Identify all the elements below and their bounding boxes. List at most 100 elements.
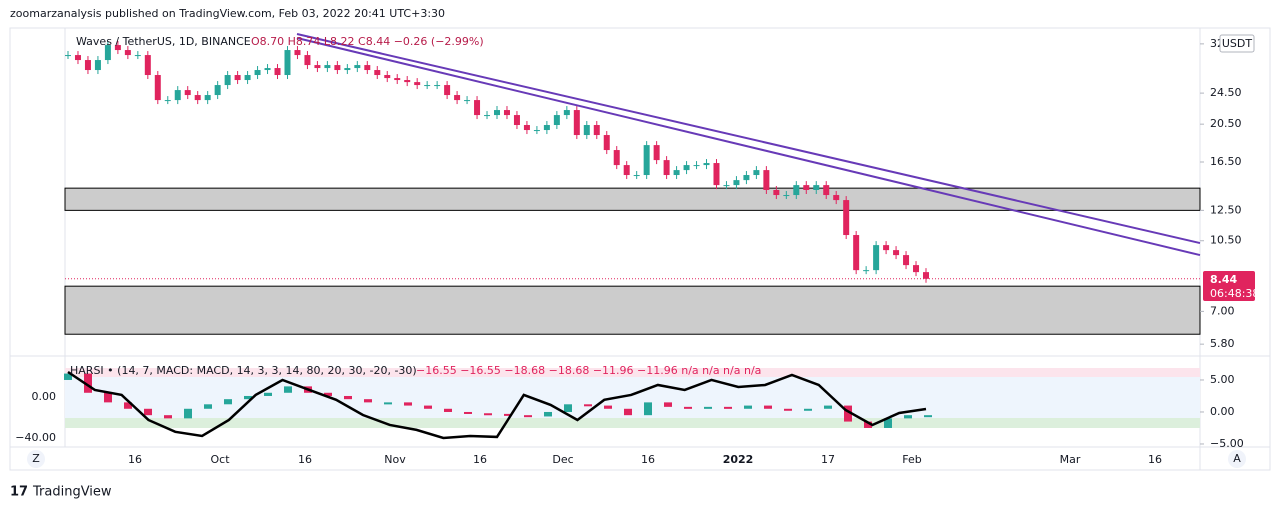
ha-bar [324, 392, 332, 396]
ha-bar [384, 402, 392, 405]
price-box [1203, 271, 1255, 301]
candle [474, 100, 481, 116]
ha-bar [264, 392, 272, 396]
candle [843, 200, 850, 236]
ha-bar [424, 405, 432, 409]
countdown: 06:48:38 [1210, 287, 1259, 300]
candle [773, 189, 780, 196]
ha-bar [244, 395, 252, 400]
ha-bar [524, 415, 532, 418]
candle [384, 75, 391, 79]
candle [354, 65, 361, 69]
candle [124, 50, 131, 56]
candle [134, 55, 141, 57]
ha-bar [184, 408, 192, 419]
ha-bar [804, 408, 812, 411]
candle [324, 65, 331, 69]
candle [304, 55, 311, 66]
ha-bar [784, 408, 792, 411]
ha-bar [584, 404, 592, 407]
candle [643, 145, 650, 176]
y-tick-label: 5.80 [1210, 337, 1235, 350]
zoom-button[interactable] [27, 450, 45, 468]
auto-icon[interactable]: A [1233, 452, 1241, 465]
candle [114, 45, 121, 51]
candle [364, 65, 371, 71]
ha-bar [644, 402, 652, 416]
candle [613, 150, 620, 166]
candle [434, 85, 441, 87]
y-tick-label: 24.50 [1210, 86, 1242, 99]
candle [494, 110, 500, 116]
trendline [296, 33, 1201, 245]
candle [693, 165, 700, 167]
ha-bar [544, 411, 552, 417]
candle [603, 135, 610, 151]
candle [224, 75, 231, 86]
ha-bar [724, 406, 732, 409]
candle [513, 115, 520, 126]
candle [543, 125, 550, 131]
candle [424, 85, 431, 87]
zoom-icon[interactable]: Z [32, 452, 40, 465]
x-tick-label: Nov [384, 453, 406, 466]
ha-bar [844, 405, 852, 422]
candle [863, 270, 870, 272]
x-tick-label: 16 [473, 453, 487, 466]
ha-bar [84, 373, 92, 393]
candle [65, 55, 71, 57]
candle [653, 145, 660, 161]
header: zoomarzanalysis published on TradingView… [10, 7, 445, 20]
candle [154, 75, 161, 101]
candle [793, 185, 800, 196]
ha-bar [224, 399, 232, 405]
ha-bar [124, 402, 132, 409]
candle [214, 85, 221, 96]
frame [9, 27, 1271, 471]
x-tick-label: 16 [641, 453, 655, 466]
candle [593, 125, 600, 136]
auto-button[interactable] [1228, 450, 1246, 468]
zone [64, 285, 1201, 335]
ha-bar [824, 405, 832, 409]
candle [733, 180, 740, 186]
ha-bar [164, 415, 172, 419]
ha-bar [604, 405, 612, 409]
y-tick-label: 7.00 [1210, 304, 1235, 317]
candle [264, 68, 271, 71]
candle [374, 70, 381, 76]
candle [104, 45, 111, 61]
candle [444, 85, 451, 96]
candle [633, 175, 640, 177]
candle [883, 245, 890, 251]
ha-bar [904, 415, 912, 419]
ha-bar [924, 415, 932, 418]
ha-bar [284, 386, 292, 393]
ha-bar [684, 406, 692, 409]
y-tick-label: 12.50 [1210, 203, 1242, 216]
candle [823, 185, 830, 196]
ha-bar [884, 418, 892, 428]
candle [454, 95, 461, 101]
x-tick-label: Mar [1060, 453, 1081, 466]
candle [84, 60, 91, 71]
candle [523, 125, 530, 131]
candle [174, 90, 181, 101]
candle [673, 170, 680, 176]
x-tick-label: 17 [821, 453, 835, 466]
ob-band [65, 368, 1200, 377]
x-tick-label: 16 [128, 453, 142, 466]
candle [723, 185, 730, 187]
ha-bar [664, 402, 672, 407]
ha-bar [624, 408, 632, 416]
ha-bar [564, 404, 572, 412]
left-tick-label: −40.00 [15, 431, 56, 444]
candle [623, 165, 630, 176]
currency-box[interactable] [1219, 34, 1255, 53]
ha-bar [444, 408, 452, 412]
candle [194, 95, 201, 101]
currency[interactable]: USDT [1222, 37, 1253, 50]
ha-bar [704, 406, 712, 409]
ha-bar [144, 408, 152, 416]
